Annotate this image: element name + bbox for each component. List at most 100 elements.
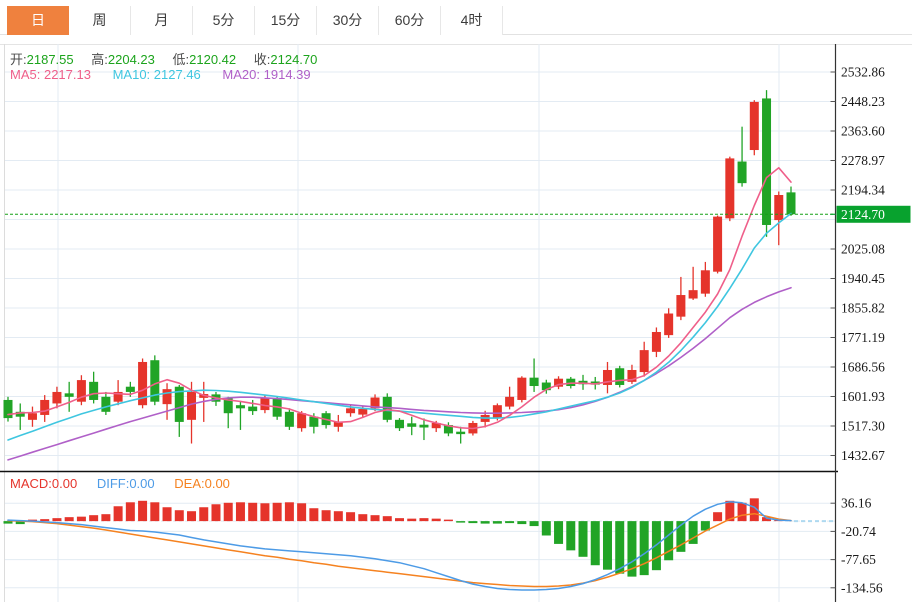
macd-histogram-bar [284,502,294,522]
main-chart-pane[interactable] [5,44,835,471]
candle-body [676,295,686,317]
candle-body [248,406,258,412]
candle-body [333,421,343,427]
macd-histogram-bar [52,518,62,522]
macd-histogram-bar [554,521,564,544]
candle-body [554,378,564,387]
macd-histogram-bar [688,521,698,544]
low-value: 2120.42 [189,52,237,67]
high-label: 高: [91,52,108,67]
candle-body [284,411,294,427]
current-price-badge: 2124.70 [830,205,911,223]
candle-body [309,416,319,427]
candle-body [346,408,356,414]
macd-tick-label: 36.16 [841,496,872,511]
candle-body [125,386,135,392]
macd-tick-label: -20.74 [841,524,876,539]
ma20-line [7,286,792,461]
macd-histogram-bar [431,518,441,522]
price-tick-label: 2448.23 [841,94,885,109]
macd-histogram-bar [150,502,160,522]
close-value: 2124.70 [270,52,318,67]
macd-info-bar: MACD:0.00 DIFF:0.00 DEA:0.00 [10,476,230,491]
macd-histogram-bar [272,502,282,522]
tab-60min[interactable]: 60分 [379,6,441,35]
dea-readout: DEA:0.00 [174,476,230,491]
macd-histogram-bar [627,521,637,577]
candle-body [395,419,404,429]
macd-chart-pane[interactable] [5,472,835,602]
macd-histogram-bar [211,504,221,522]
candle-body [101,396,111,412]
candle-body [492,405,502,419]
candle-body [223,398,233,414]
macd-histogram-bar [480,521,490,524]
candles-layer [3,90,796,444]
macd-histogram-bar [492,521,502,524]
candle-body [602,369,612,385]
candle-body [40,399,50,415]
tab-4hour[interactable]: 4时 [441,6,503,35]
macd-histogram-layer [3,498,784,577]
ma-info-bar: MA5: 2217.13 MA10: 2127.46 MA20: 1914.39 [10,67,311,82]
macd-histogram-bar [64,517,74,522]
tab-5min[interactable]: 5分 [193,6,255,35]
macd-histogram-bar [578,521,588,557]
current-price-badge-bg [836,205,911,223]
macd-histogram-bar [3,521,13,524]
macd-histogram-bar [309,508,319,522]
macd-histogram-bar [382,516,392,522]
candle-body [297,413,307,429]
candle-body [358,409,368,415]
macd-histogram-bar [762,517,772,522]
candle-body [64,393,74,397]
candle-body [615,368,625,385]
ohlc-info-bar: 开:2187.55 高:2204.23 低:2120.42 收:2124.70 [10,49,331,68]
candle-body [529,377,539,387]
macd-histogram-bar [138,500,148,522]
close-label: 收: [253,52,271,67]
macd-histogram-bar [456,521,466,523]
macd-histogram-bar [590,521,600,566]
candle-body [590,381,600,385]
price-tick-label: 1432.67 [841,448,885,463]
macd-histogram-bar [737,502,747,522]
macd-histogram-bar [260,503,270,522]
candle-body [3,399,13,419]
price-tick-label: 2278.97 [841,153,885,168]
tab-30min[interactable]: 30分 [317,6,379,35]
macd-histogram-bar [602,521,612,570]
tab-month[interactable]: 月 [131,6,193,35]
macd-histogram-bar [664,521,674,561]
candle-body [627,369,637,382]
price-tick-label: 2025.08 [841,242,885,257]
price-tick-label: 2194.34 [841,183,885,198]
macd-histogram-bar [174,510,184,522]
macd-histogram-bar [395,518,404,522]
ma10-readout: MA10: 2127.46 [112,67,201,82]
macd-histogram-bar [89,515,99,522]
macd-tick-label: -134.56 [841,580,883,595]
candle-body [76,380,86,402]
candle-body [786,192,796,215]
candle-body [713,216,723,272]
tab-15min[interactable]: 15分 [255,6,317,35]
diff-readout: DIFF:0.00 [96,476,155,491]
candle-body [407,423,417,427]
price-tick-label: 2532.86 [841,65,885,80]
candle-body [456,431,466,435]
price-tick-label: 1855.82 [841,301,885,316]
macd-histogram-bar [199,507,209,522]
macd-histogram-bar [749,498,759,522]
macd-histogram-bar [333,511,343,522]
macd-histogram-bar [321,510,331,522]
macd-histogram-bar [468,521,478,524]
diff-line [7,501,792,591]
tab-week[interactable]: 周 [69,6,131,35]
tab-day[interactable]: 日 [7,6,69,35]
macd-histogram-bar [187,511,197,522]
low-label: 低: [172,52,190,67]
price-axis-labels: 2532.86 2448.23 2363.60 2278.97 2194.34 2025.… [830,65,885,595]
candle-body [174,386,184,422]
